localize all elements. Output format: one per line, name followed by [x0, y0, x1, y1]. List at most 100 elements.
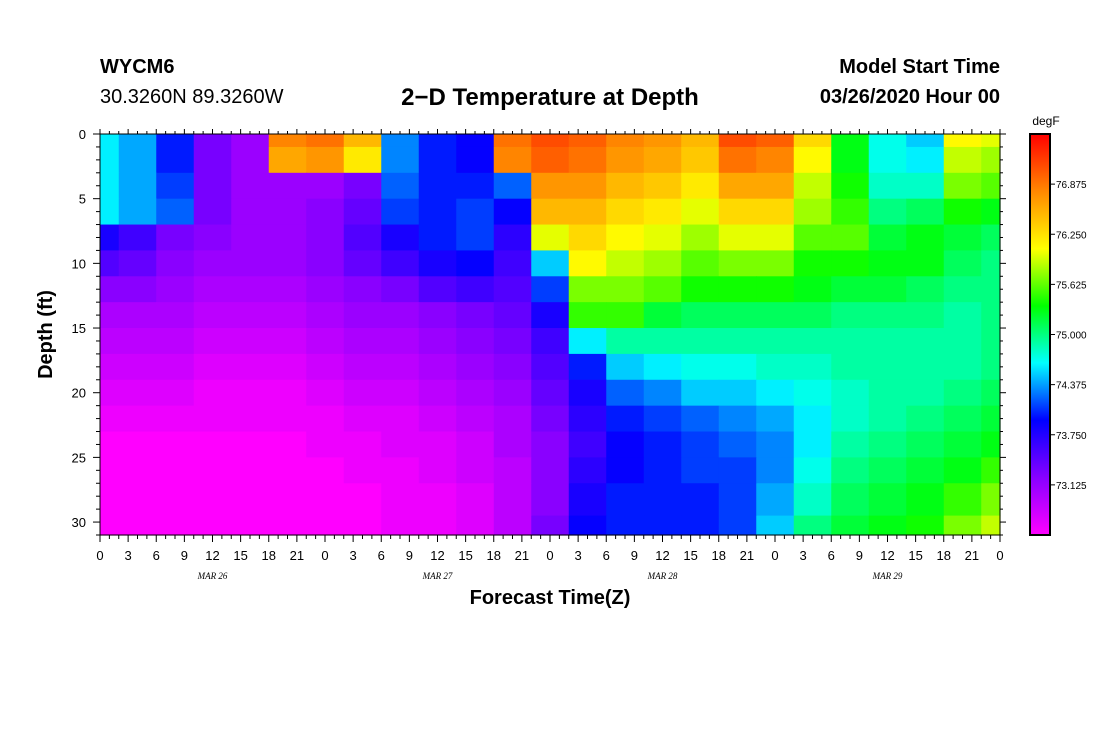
heatmap-cell [981, 250, 1001, 277]
heatmap-cell [793, 302, 832, 329]
heatmap-cell [756, 172, 795, 200]
heatmap-cell [231, 457, 270, 484]
x-tick-label: 12 [430, 548, 444, 563]
heatmap-cell [606, 515, 645, 536]
heatmap-cell [568, 431, 607, 458]
heatmap-cell [793, 198, 832, 226]
heatmap-cell [606, 379, 645, 407]
heatmap-cell [531, 250, 570, 277]
heatmap-cell [381, 379, 420, 407]
heatmap-cell [456, 198, 495, 226]
heatmap-cell [868, 134, 907, 148]
heatmap-cell [418, 328, 457, 355]
heatmap-cell [643, 515, 682, 536]
heatmap-cell [681, 483, 720, 517]
heatmap-cell [100, 134, 120, 148]
heatmap-cell [306, 353, 345, 381]
heatmap-cell [906, 405, 945, 433]
heatmap-cell [493, 146, 532, 174]
model-start-label: Model Start Time [839, 56, 1000, 78]
heatmap-cell [943, 302, 982, 329]
heatmap-cell [418, 146, 457, 174]
heatmap-cell [418, 198, 457, 226]
heatmap-cell [943, 328, 982, 355]
heatmap-cell [681, 134, 720, 148]
heatmap-cell [118, 328, 157, 355]
heatmap-cell [643, 134, 682, 148]
heatmap-cell [100, 405, 120, 433]
heatmap-cell [531, 483, 570, 517]
heatmap-cell [643, 353, 682, 381]
heatmap-cell [456, 405, 495, 433]
heatmap-cell [306, 134, 345, 148]
heatmap-cell [831, 328, 870, 355]
heatmap-cell [231, 276, 270, 303]
heatmap-cell [718, 172, 757, 200]
heatmap-cell [156, 328, 195, 355]
heatmap-cell [343, 431, 382, 458]
heatmap-cell [268, 431, 307, 458]
colorbar-unit: degF [1032, 114, 1059, 128]
heatmap-cell [718, 379, 757, 407]
heatmap-cell [493, 515, 532, 536]
heatmap-cell [100, 146, 120, 174]
heatmap-cell [381, 328, 420, 355]
colorbar-label: 76.250 [1056, 230, 1087, 241]
heatmap-cell [156, 276, 195, 303]
heatmap-cell [531, 198, 570, 226]
heatmap-cell [343, 250, 382, 277]
heatmap-cell [193, 250, 232, 277]
heatmap-cell [306, 328, 345, 355]
heatmap-cell [981, 134, 1001, 148]
heatmap-cell [193, 379, 232, 407]
heatmap-cell [868, 302, 907, 329]
heatmap-cell [681, 302, 720, 329]
station-id: WYCM6 [100, 56, 175, 78]
heatmap-cell [568, 457, 607, 484]
heatmap-cell [906, 146, 945, 174]
x-tick-label: 21 [740, 548, 754, 563]
heatmap-cell [456, 302, 495, 329]
x-tick-label: 15 [908, 548, 922, 563]
heatmap-cell [568, 276, 607, 303]
heatmap-cell [606, 328, 645, 355]
heatmap-cell [718, 302, 757, 329]
heatmap-cell [156, 224, 195, 252]
heatmap-cell [381, 302, 420, 329]
heatmap-cell [756, 379, 795, 407]
heatmap-cell [268, 515, 307, 536]
heatmap-cell [193, 224, 232, 252]
x-tick-label: 12 [655, 548, 669, 563]
heatmap-cell [381, 353, 420, 381]
y-tick-label: 5 [79, 192, 86, 207]
x-tick-label: 9 [406, 548, 413, 563]
heatmap-cell [943, 483, 982, 517]
heatmap-cell [981, 431, 1001, 458]
heatmap-cell [868, 405, 907, 433]
heatmap-cell [456, 431, 495, 458]
heatmap-cell [793, 224, 832, 252]
heatmap-cell [531, 379, 570, 407]
heatmap-cell [606, 483, 645, 517]
heatmap-cell [493, 134, 532, 148]
heatmap-cell [231, 353, 270, 381]
heatmap-cell [831, 276, 870, 303]
x-tick-label: 3 [350, 548, 357, 563]
heatmap-cell [981, 379, 1001, 407]
heatmap-cell [981, 328, 1001, 355]
x-tick-label: 3 [125, 548, 132, 563]
heatmap-cell [118, 353, 157, 381]
heatmap-cell [343, 328, 382, 355]
heatmap-cell [268, 457, 307, 484]
x-tick-label: 21 [515, 548, 529, 563]
heatmap-cell [568, 515, 607, 536]
heatmap-cell [681, 328, 720, 355]
x-tick-label: 3 [575, 548, 582, 563]
heatmap-cell [718, 431, 757, 458]
heatmap-cell [643, 302, 682, 329]
heatmap-cell [681, 198, 720, 226]
heatmap-cell [606, 431, 645, 458]
heatmap-cell [493, 172, 532, 200]
heatmap-cell [906, 483, 945, 517]
heatmap-cell [568, 483, 607, 517]
